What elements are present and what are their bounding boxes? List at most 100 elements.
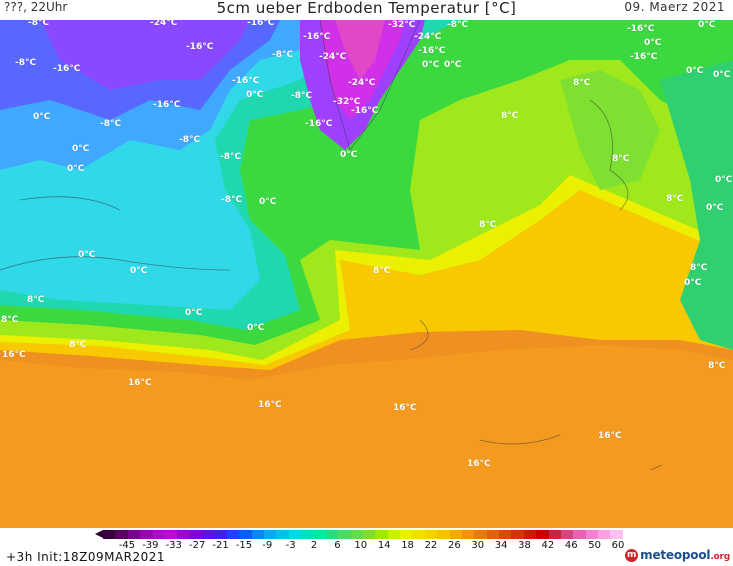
colorbar-swatch [127,530,141,539]
colorbar-swatch [202,530,215,539]
zone-scandinavia [560,70,660,190]
coastlines [0,20,663,471]
temp-label: 8°C [612,154,630,164]
temp-label: -8°C [179,135,201,145]
temp-label: -16°C [186,42,214,52]
temperature-map: -8°C -24°C -16°C -32°C -8°C -16°C 0°C -8… [0,20,733,528]
temp-label: 8°C [708,361,726,371]
temp-label: -32°C [388,20,416,30]
colorbar-swatch [362,530,376,539]
colorbar-swatch [437,530,450,539]
colorbar-swatch [585,530,598,539]
temp-label: -16°C [303,32,331,42]
colorbar-swatch [152,530,165,539]
temp-label: -8°C [15,58,37,68]
init-time: +3h Init:18Z09MAR2021 [6,550,166,564]
colorbar-swatch [523,530,537,539]
colorbar-swatch [560,530,574,539]
header: ???, 22Uhr 5cm ueber Erdboden Temperatur… [0,0,733,20]
temp-label: 0°C [713,70,731,80]
colorbar-swatch [103,530,116,539]
colorbar-tick-label: 30 [471,540,485,551]
colorbar-swatch [536,530,549,539]
temp-label: 0°C [686,66,704,76]
colorbar-min-arrow [95,530,103,538]
temp-label: -8°C [100,119,122,129]
colorbar-swatch [301,530,314,539]
logo-name: meteopool [640,548,711,562]
temp-label: 0°C [706,203,724,213]
colorbar-swatch [387,530,400,539]
temp-label: -16°C [630,52,658,62]
colorbar-swatch [474,530,487,539]
temp-label: -8°C [291,91,313,101]
colorbar-swatch [189,530,202,539]
temp-label: 0°C [247,323,265,333]
colorbar-swatch [251,530,264,539]
colorbar-swatch [511,530,524,539]
colorbar-tick-label: -45 [118,540,136,551]
temp-label: -8°C [28,20,50,28]
colorbar [103,530,623,539]
temp-label: 0°C [130,266,148,276]
logo-tld: .org [710,552,730,562]
temp-label: 8°C [1,315,19,325]
footer: -45 -39 -33 -27 -21 -15 -9 -3 2 6 10 14 18 22 26 30 34 38… [0,528,733,566]
colorbar-swatch [288,530,301,539]
colorbar-tick-label: -27 [188,540,206,551]
temp-label: 0°C [644,38,662,48]
temp-label: 0°C [684,278,702,288]
zone-orange-light [0,345,733,528]
temp-label: -32°C [333,97,361,107]
colorbar-swatch [499,530,512,539]
colorbar-tick-label: 60 [611,540,625,551]
temp-label: 16°C [467,459,491,469]
colorbar-tick-label: -21 [212,540,229,551]
map-title: 5cm ueber Erdboden Temperatur [°C] [216,0,517,17]
temp-label: -8°C [272,50,294,60]
temp-label: 0°C [67,164,85,174]
colorbar-tick-label: 42 [541,540,555,551]
temp-label: 8°C [69,340,87,350]
temp-label: 0°C [422,60,440,70]
colorbar-tick-label: 22 [424,540,438,551]
temp-label: -16°C [153,100,181,110]
temp-label: -8°C [220,152,242,162]
colorbar-swatch [548,530,561,539]
colorbar-tick-label: -33 [165,540,182,551]
meteopool-logo[interactable]: m meteopool.org [625,547,730,563]
colorbar-swatch [325,530,339,539]
temp-label: 0°C [185,308,203,318]
temp-label: -24°C [348,78,376,88]
temp-label: 0°C [259,197,277,207]
colorbar-swatch [239,530,252,539]
temp-label: -16°C [305,119,333,129]
colorbar-swatch [350,530,363,539]
colorbar-swatch [375,530,388,539]
colorbar-tick-label: 2 [310,540,318,551]
logo-icon: m [625,548,639,562]
temp-label: -16°C [232,76,260,86]
colorbar-tick-label: -9 [262,540,273,551]
colorbar-swatch [263,530,277,539]
temperature-field [0,20,733,528]
temp-label: 0°C [78,250,96,260]
temp-label: 0°C [72,144,90,154]
colorbar-swatch [486,530,499,539]
temp-label: 0°C [698,20,716,30]
colorbar-tick-label: 10 [354,540,368,551]
colorbar-tick-label: 46 [564,540,578,551]
colorbar-tick-label: 50 [588,540,601,551]
zone-east [660,60,733,350]
temp-label: -8°C [221,195,243,205]
colorbar-swatch [598,530,611,539]
colorbar-tick-label: 26 [447,540,461,551]
colorbar-swatch [573,530,586,539]
colorbar-ticks: -45 -39 -33 -27 -21 -15 -9 -3 2 6 10 14 18 22 26 30 34 38… [0,540,733,552]
colorbar-tick-label: 18 [401,540,414,551]
colorbar-tick-label: 38 [518,540,531,551]
zone-greenland-pink [335,20,385,80]
colorbar-swatch [610,530,623,539]
colorbar-swatch [424,530,438,539]
colorbar-swatch [449,530,462,539]
